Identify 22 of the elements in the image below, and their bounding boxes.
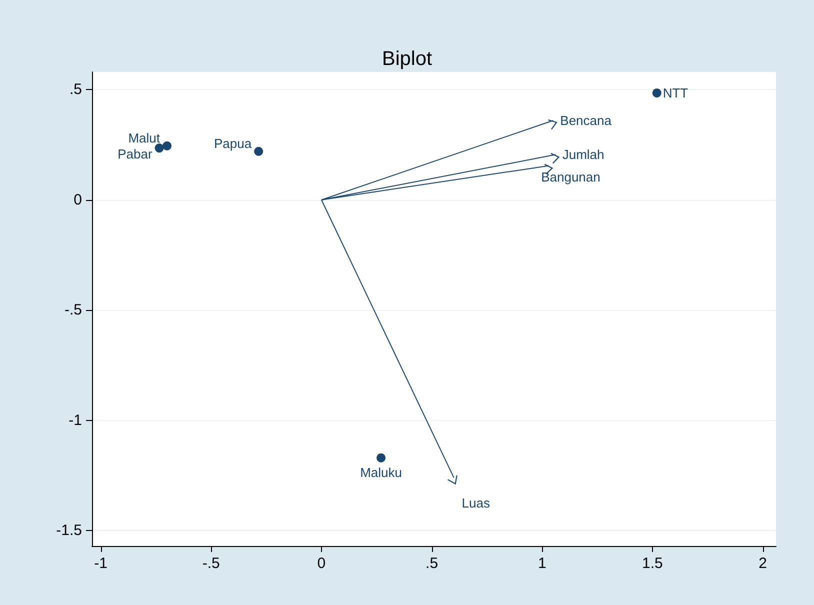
chart-title: Biplot xyxy=(382,48,432,70)
x-tick-label: 1.5 xyxy=(642,555,663,572)
annotation: Luas xyxy=(462,496,490,511)
annotation: Bencana xyxy=(560,113,612,128)
annotation: Maluku xyxy=(360,464,402,480)
y-tick-label: 0 xyxy=(74,191,82,208)
x-tick-label: .5 xyxy=(426,555,438,572)
annotation: Bangunan xyxy=(541,170,600,185)
y-tick-label: -1.5 xyxy=(56,522,82,540)
y-tick-label: -1 xyxy=(68,412,82,429)
annotation: Malut xyxy=(128,130,160,146)
y-tick-label: -.5 xyxy=(64,302,82,319)
x-tick-label: 0 xyxy=(317,555,326,572)
x-tick-label: 1 xyxy=(538,555,546,572)
x-tick-label: 2 xyxy=(758,555,767,572)
x-tick-label: -1 xyxy=(94,555,108,572)
annotation: Pabar xyxy=(118,146,153,162)
x-tick-label: -.5 xyxy=(202,555,220,572)
annotation: Jumlah xyxy=(562,147,604,162)
annotation: NTT xyxy=(662,85,688,100)
annotation: Papua xyxy=(214,136,252,151)
y-tick-label: .5 xyxy=(69,81,82,98)
